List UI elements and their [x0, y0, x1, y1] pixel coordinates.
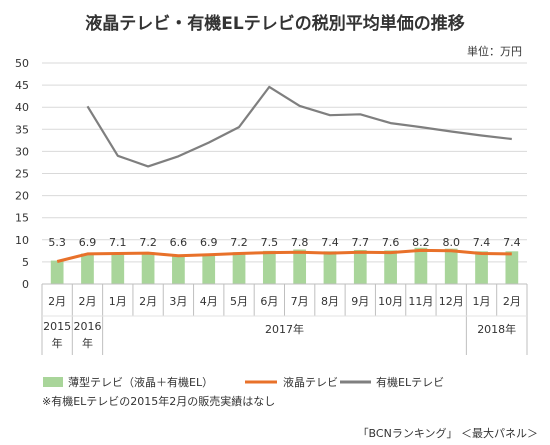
data-label: 7.1 — [109, 236, 127, 249]
legend-label: 液晶テレビ — [283, 375, 338, 389]
x-tick-label: 9月 — [351, 295, 369, 308]
data-label: 7.2 — [230, 236, 248, 249]
data-label: 7.2 — [139, 236, 157, 249]
x-tick-label: 4月 — [200, 295, 218, 308]
y-tick-label: 15 — [15, 212, 29, 225]
y-tick-label: 50 — [15, 57, 29, 70]
data-label: 7.7 — [352, 236, 370, 249]
data-labels: 5.3 6.9 7.1 7.2 6.6 6.9 7.2 7.5 7.8 7.4 7.7 7.6 8.2 8… — [48, 236, 520, 249]
legend-label: 有機ELテレビ — [376, 375, 444, 389]
bar — [414, 247, 428, 284]
data-label: 6.9 — [79, 236, 97, 249]
x-tick-label: 10月 — [378, 295, 403, 308]
data-label: 6.6 — [170, 236, 188, 249]
bar — [353, 249, 367, 284]
data-label: 6.9 — [200, 236, 218, 249]
data-label: 7.6 — [382, 236, 400, 249]
data-label: 8.0 — [442, 236, 460, 249]
y-tick-label: 35 — [15, 123, 29, 136]
bar — [505, 251, 519, 284]
bar — [293, 249, 307, 284]
bar — [50, 260, 64, 284]
bar — [81, 253, 94, 284]
bar — [323, 251, 337, 284]
data-label: 8.2 — [412, 236, 430, 249]
data-label: 7.5 — [261, 236, 279, 249]
bar — [384, 250, 397, 284]
bar — [111, 252, 125, 284]
source-label: 「BCNランキング」 ＜最大パネル＞ — [358, 426, 538, 440]
year-label: 2017年 — [265, 322, 304, 336]
data-label: 7.4 — [321, 236, 339, 249]
y-tick-label: 10 — [15, 234, 29, 247]
data-label: 5.3 — [48, 236, 66, 249]
data-label: 7.4 — [503, 236, 521, 249]
x-tick-label: 6月 — [260, 295, 278, 308]
bar — [444, 248, 458, 284]
y-tick-label: 40 — [15, 101, 29, 114]
line-series — [56, 85, 512, 263]
x-tick-label: 2月 — [503, 295, 521, 308]
footnote: ※有機ELテレビの2015年2月の販売実績はなし — [42, 394, 275, 408]
bar — [262, 250, 276, 284]
axes: 0 5 10 15 20 25 30 35 40 45 50 2月 2月 1月 2月 3月 4月 5月 6月 7月 8月… — [15, 57, 528, 355]
year-label: 2018年 — [477, 322, 516, 336]
year-label: 2016 年 — [73, 320, 101, 350]
chart-title: 液晶テレビ・有機ELテレビの税別平均単価の推移 — [85, 13, 464, 34]
oled-line — [86, 85, 512, 168]
bar — [202, 253, 216, 284]
y-tick-label: 45 — [15, 79, 29, 92]
y-tick-label: 25 — [15, 168, 29, 181]
y-tick-label: 5 — [22, 256, 29, 269]
lcd-line — [56, 248, 512, 263]
x-tick-label: 2月 — [48, 295, 66, 308]
data-label: 7.4 — [473, 236, 491, 249]
x-tick-label: 1月 — [109, 295, 127, 308]
x-tick-label: 7月 — [291, 295, 309, 308]
legend-label: 薄型テレビ（液晶＋有機EL） — [68, 375, 213, 389]
bar — [232, 252, 246, 284]
data-label: 7.8 — [291, 236, 309, 249]
x-tick-label: 2月 — [78, 295, 96, 308]
x-tick-label: 11月 — [408, 295, 433, 308]
y-tick-label: 0 — [22, 278, 29, 291]
bar-series — [50, 247, 519, 284]
x-tick-label: 12月 — [439, 295, 464, 308]
legend-swatch-bar — [43, 377, 63, 387]
bar — [172, 254, 185, 284]
x-tick-label: 2月 — [139, 295, 157, 308]
year-label: 2015 年 — [43, 320, 71, 350]
bar — [475, 251, 488, 284]
x-tick-label: 5月 — [230, 295, 248, 308]
y-tick-label: 20 — [15, 190, 29, 203]
y-tick-label: 30 — [15, 145, 29, 158]
x-tick-label: 8月 — [321, 295, 339, 308]
x-tick-label: 1月 — [473, 295, 491, 308]
unit-label: 単位：万円 — [467, 44, 522, 58]
x-tick-label: 3月 — [169, 295, 187, 308]
bar — [141, 252, 155, 284]
legend: 薄型テレビ（液晶＋有機EL） 液晶テレビ 有機ELテレビ — [43, 375, 444, 389]
grid — [42, 62, 527, 263]
